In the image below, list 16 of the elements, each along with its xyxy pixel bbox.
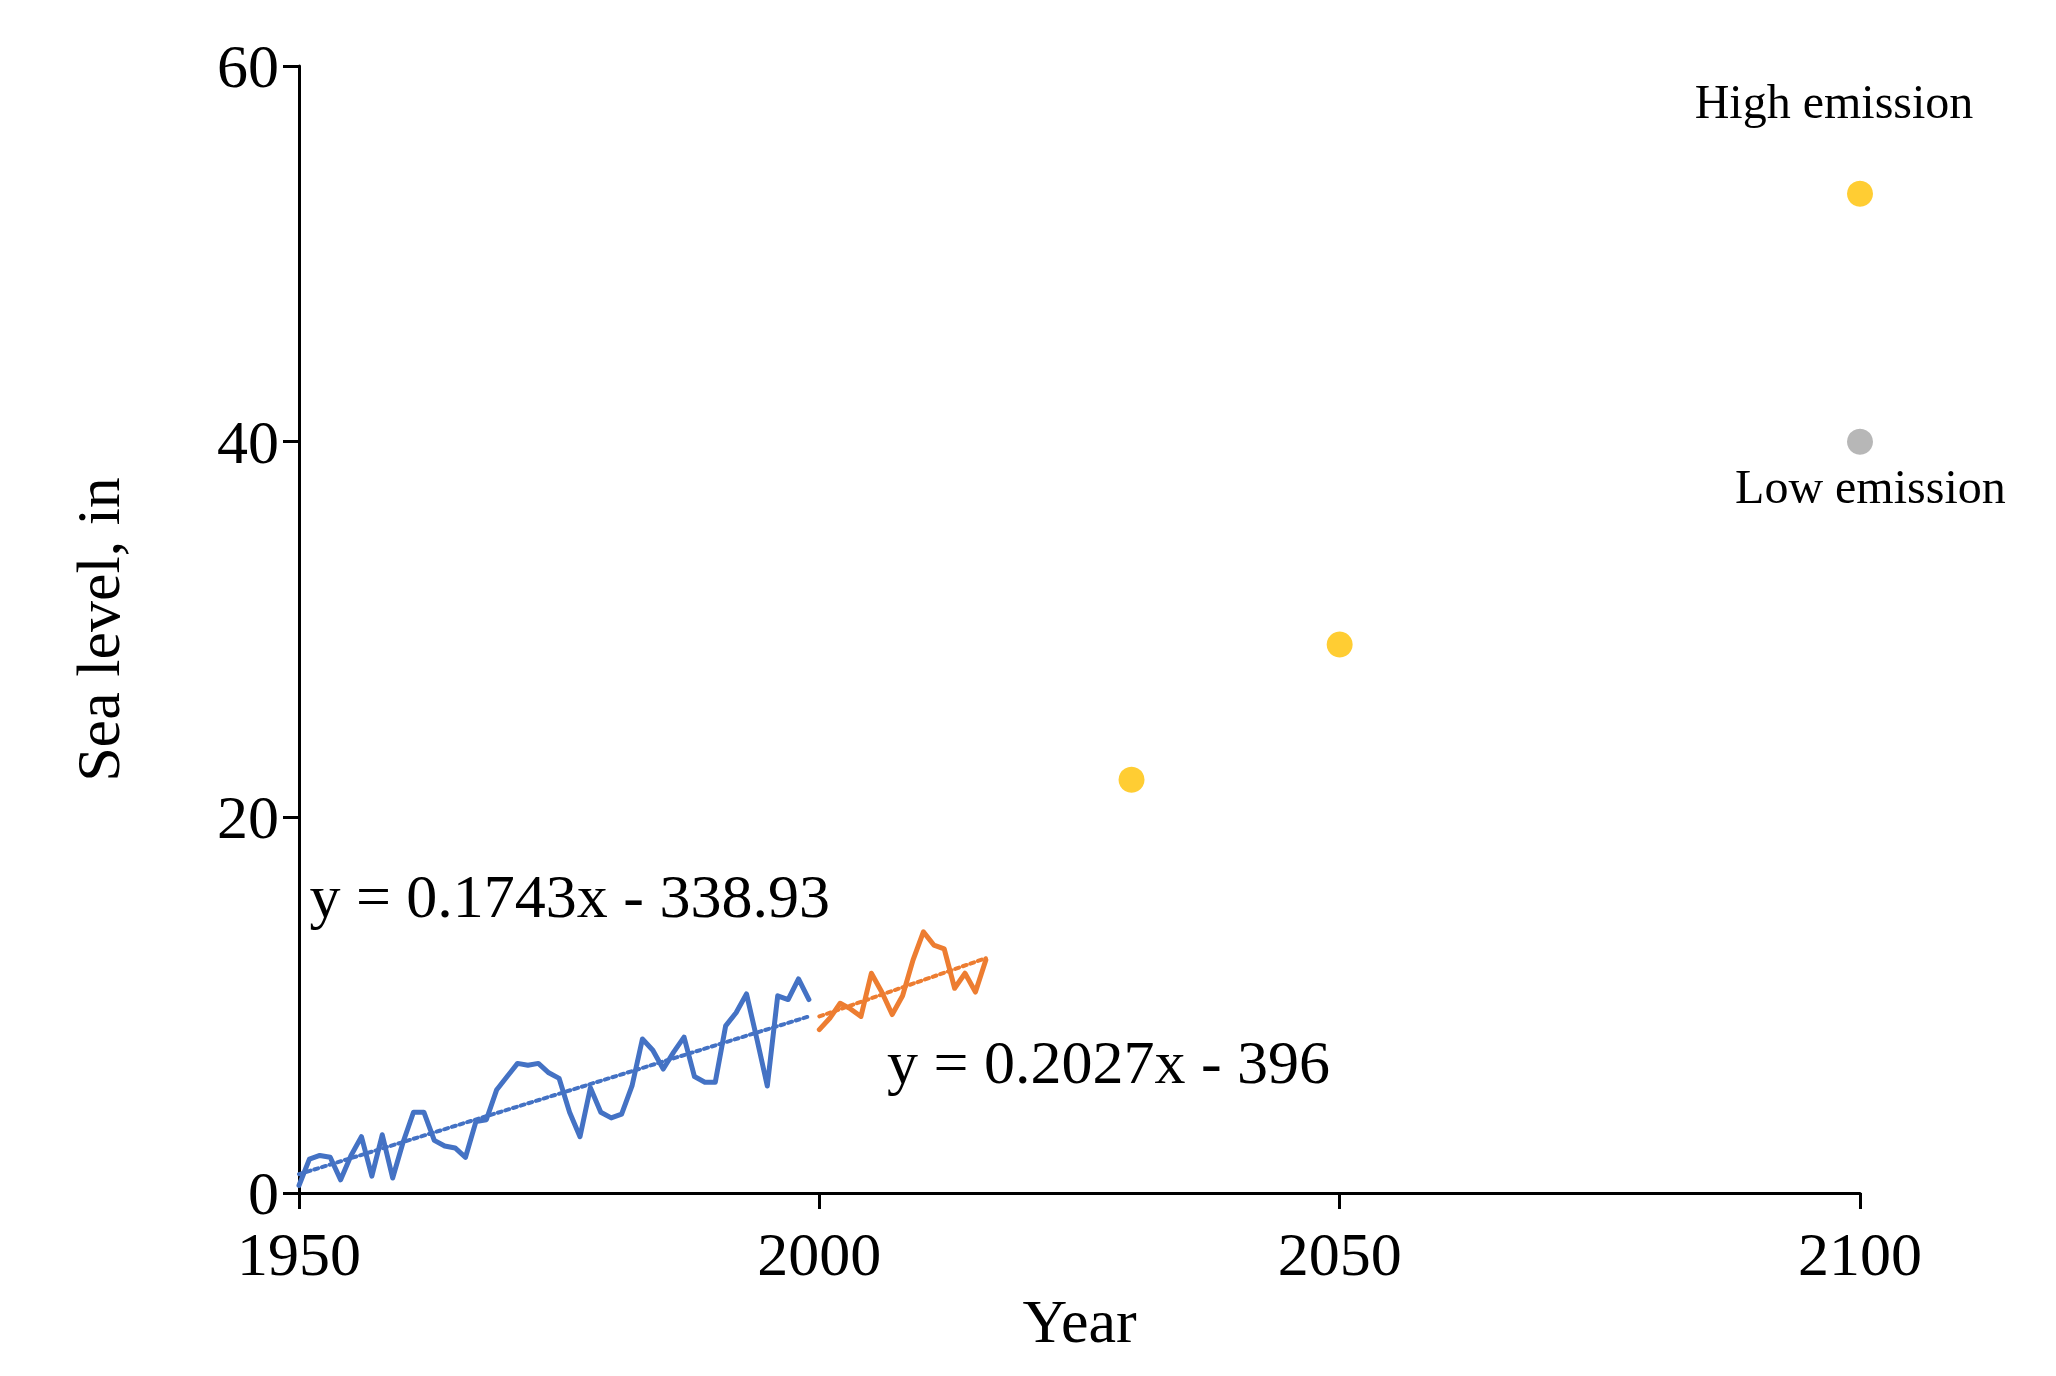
point bbox=[1847, 180, 1873, 207]
x-tick-label: 2100 bbox=[1798, 1220, 1922, 1288]
point bbox=[1118, 766, 1145, 793]
y-tick-label: 60 bbox=[217, 32, 279, 100]
annotation: y = 0.1743x - 338.93 bbox=[309, 862, 831, 931]
annotation: y = 0.2027x - 396 bbox=[886, 1027, 1331, 1096]
x-axis-title: Year bbox=[1022, 1286, 1137, 1355]
y-axis-title: Sea level, in bbox=[64, 477, 132, 782]
x-tick-label: 2000 bbox=[757, 1220, 882, 1288]
y-tick-label: 20 bbox=[217, 783, 279, 852]
point bbox=[1847, 428, 1873, 455]
point bbox=[1326, 631, 1353, 658]
annotation: High emission bbox=[1694, 75, 1974, 129]
y-tick-label: 40 bbox=[217, 407, 279, 476]
x-tick-label: 2050 bbox=[1277, 1220, 1402, 1288]
annotation: Low emission bbox=[1735, 460, 2006, 514]
